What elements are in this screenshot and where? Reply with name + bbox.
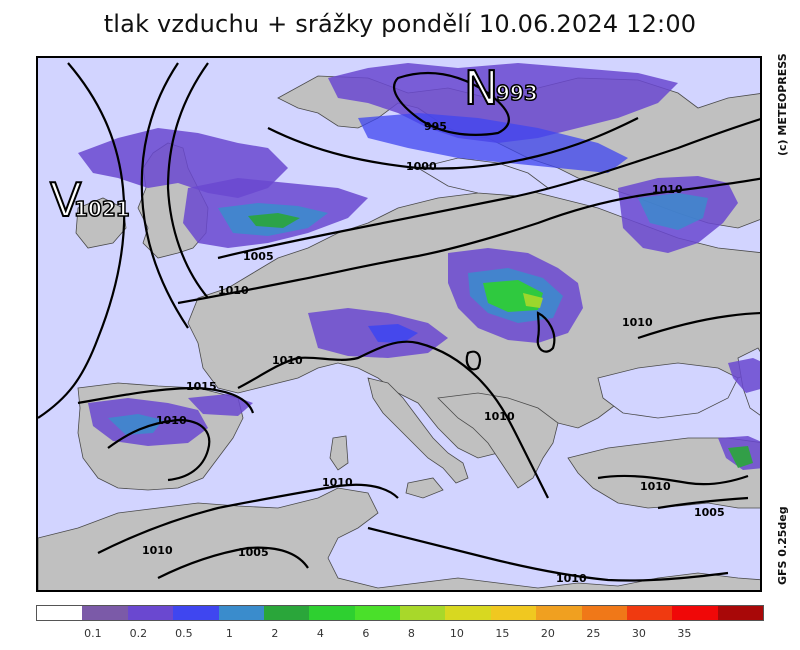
sardinia-land	[329, 435, 349, 471]
precip-east-black-sea	[728, 358, 760, 393]
isobar-label-1000: 1000	[406, 160, 437, 173]
isobar-label-1005-b: 1005	[238, 546, 269, 559]
legend-label: 2	[271, 627, 279, 640]
isobar-west-outer2	[166, 62, 209, 299]
isobar-label-1010-h: 1010	[640, 480, 671, 493]
legend-label: 35	[677, 627, 692, 640]
pressure-center-high: V 1021	[49, 172, 130, 228]
isobar-1010-africa	[367, 526, 729, 582]
legend-swatch-6	[309, 606, 355, 620]
legend-label: 8	[407, 627, 415, 640]
precip-western-front-green	[248, 213, 300, 228]
isobar-label-1010-g: 1010	[322, 476, 353, 489]
legend-swatch-14	[672, 606, 718, 620]
balkans-land	[437, 392, 559, 489]
legend-swatch-8	[400, 606, 446, 620]
sicily-land	[405, 477, 444, 499]
legend-label: 4	[316, 627, 324, 640]
precip-alps-core	[368, 324, 418, 343]
legend-label: 0.2	[129, 627, 148, 640]
isobar-balkan-loop	[465, 350, 482, 371]
isobar-1010-iberia	[107, 418, 211, 482]
legend-label: 0.1	[84, 627, 102, 640]
low-pressure-value: 993	[496, 81, 538, 105]
precipitation-legend-bar	[36, 605, 764, 621]
isobar-ukraine-loop	[536, 311, 556, 353]
isobars	[38, 62, 760, 582]
map-title: tlak vzduchu + srážky pondělí 10.06.2024…	[103, 10, 697, 38]
legend-swatch-13	[626, 606, 673, 620]
precip-turkey-east	[728, 446, 753, 468]
isobar-label-1005-a: 1005	[694, 506, 725, 519]
pressure-center-low: N 993	[463, 60, 539, 116]
credit-gfs: GFS 0.25deg	[776, 506, 789, 585]
legend-swatch-4	[218, 606, 264, 620]
isobar-label-1010-i: 1010	[142, 544, 173, 557]
isobar-label-1010-c: 1010	[272, 354, 303, 367]
high-pressure-value: 1021	[74, 197, 130, 221]
precipitation-areas	[78, 63, 760, 470]
legend-swatch-5	[263, 606, 310, 620]
low-pressure-letter: N	[464, 61, 498, 115]
legend-swatch-3	[173, 606, 219, 620]
precip-pyrenees	[188, 394, 253, 416]
precip-iberia-core	[108, 414, 163, 435]
isobar-1005-east	[657, 496, 749, 510]
high-pressure-letter: V	[50, 173, 82, 227]
isobar-1005-africa	[157, 546, 309, 579]
isobar-1010-mediterranean	[97, 483, 399, 554]
isobar-label-1010-e: 1010	[622, 316, 653, 329]
precip-north-sea	[328, 63, 678, 143]
map-canvas: 995 1000 1005 1010 1010 1010 1015 1010 1…	[38, 58, 760, 590]
legend-label: 0.5	[175, 627, 193, 640]
legend-label: 30	[631, 627, 646, 640]
legend-swatch-1	[82, 606, 128, 620]
legend-swatch-15	[717, 606, 763, 620]
legend-label: 25	[586, 627, 601, 640]
precip-russia-core	[638, 193, 708, 230]
weather-map: 995 1000 1005 1010 1010 1010 1015 1010 1…	[36, 56, 762, 592]
legend-label: 20	[540, 627, 555, 640]
isobar-label-1010-d: 1010	[156, 414, 187, 427]
legend-label: 10	[449, 627, 464, 640]
isobar-1010-turkey	[597, 474, 749, 486]
isobar-995	[393, 71, 510, 136]
black-sea	[597, 362, 739, 419]
isobar-label-995: 995	[424, 120, 447, 133]
isobar-1021-ring	[38, 62, 126, 419]
isobar-label-1010-a: 1010	[218, 284, 249, 297]
legend-swatch-2	[127, 606, 174, 620]
isobar-1010-balkan	[237, 340, 549, 499]
legend-swatch-9	[445, 606, 491, 620]
north-africa-land	[38, 487, 760, 590]
precip-baltic	[358, 113, 628, 173]
isobar-label-1005: 1005	[243, 250, 274, 263]
turkey-land	[567, 437, 760, 509]
legend-swatch-10	[490, 606, 537, 620]
italy-land	[367, 377, 469, 484]
legend-label: 1	[225, 627, 233, 640]
precip-central-east-yellowgreen	[523, 293, 543, 308]
isobar-1005	[217, 118, 760, 260]
legend-swatch-12	[581, 606, 627, 620]
credit-meteopress: (c) METEOPRESS	[776, 53, 789, 156]
legend-swatch-7	[354, 606, 400, 620]
isobar-label-1015: 1015	[186, 380, 217, 393]
isobar-1015	[77, 386, 255, 414]
isobar-label-1010-b: 1010	[652, 183, 683, 196]
isobar-label-1010-f: 1010	[484, 410, 515, 423]
legend-label: 6	[362, 627, 370, 640]
precipitation-legend-labels: 0.1 0.2 0.5 1 2 4 6 8 10 15 20 25 30 35	[36, 627, 764, 643]
isobar-1010-east	[637, 312, 760, 340]
legend-swatch-11	[536, 606, 582, 620]
legend-label: 15	[495, 627, 510, 640]
isobar-west-outer	[140, 62, 189, 329]
isobar-label-1010-j: 1010	[556, 572, 587, 585]
ireland-land	[75, 197, 127, 249]
legend-swatch-0	[37, 606, 83, 620]
isobar-labels: 995 1000 1005 1010 1010 1010 1015 1010 1…	[142, 120, 725, 585]
isobar-1000	[267, 117, 639, 170]
isobar-1010-central	[177, 177, 760, 305]
